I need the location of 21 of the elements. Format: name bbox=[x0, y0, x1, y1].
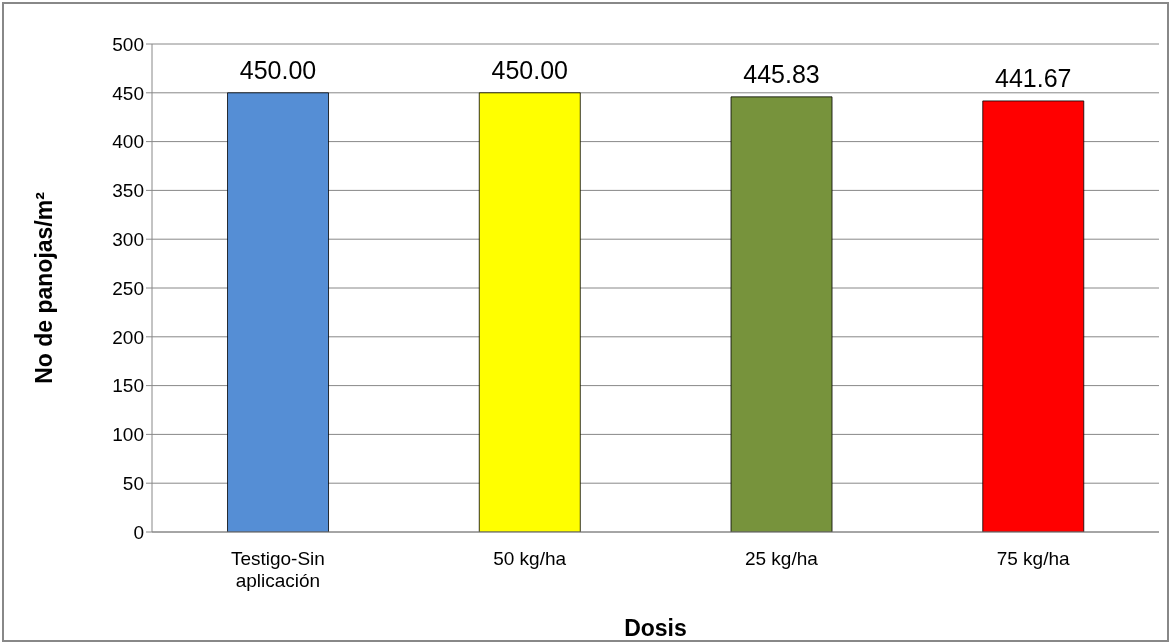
y-tick-label: 250 bbox=[112, 277, 144, 299]
y-tick-label: 50 bbox=[122, 472, 144, 494]
y-tick-label: 400 bbox=[112, 131, 144, 153]
x-tick-label: Testigo-Sin aplicación bbox=[230, 548, 325, 591]
y-tick-label: 100 bbox=[112, 424, 144, 446]
y-tick-label: 350 bbox=[112, 180, 144, 202]
y-tick-label: 150 bbox=[112, 375, 144, 397]
y-tick-label: 450 bbox=[112, 82, 144, 104]
x-tick-label: 50 kg/ha bbox=[493, 548, 567, 570]
y-tick-label: 500 bbox=[112, 33, 144, 55]
data-label: 450.00 bbox=[239, 55, 317, 84]
x-tick-label: 25 kg/ha bbox=[744, 548, 819, 570]
y-tick-label: 300 bbox=[112, 228, 144, 250]
y-tick-label: 0 bbox=[133, 521, 144, 543]
x-axis-title: Dosis bbox=[624, 615, 687, 641]
x-tick-label: 75 kg/ha bbox=[996, 548, 1070, 570]
data-label: 445.83 bbox=[743, 59, 820, 88]
y-axis-title: No de panojas/m² bbox=[31, 191, 58, 384]
data-label: 441.67 bbox=[995, 63, 1072, 92]
data-label: 450.00 bbox=[491, 55, 569, 84]
y-tick-label: 200 bbox=[112, 326, 144, 348]
